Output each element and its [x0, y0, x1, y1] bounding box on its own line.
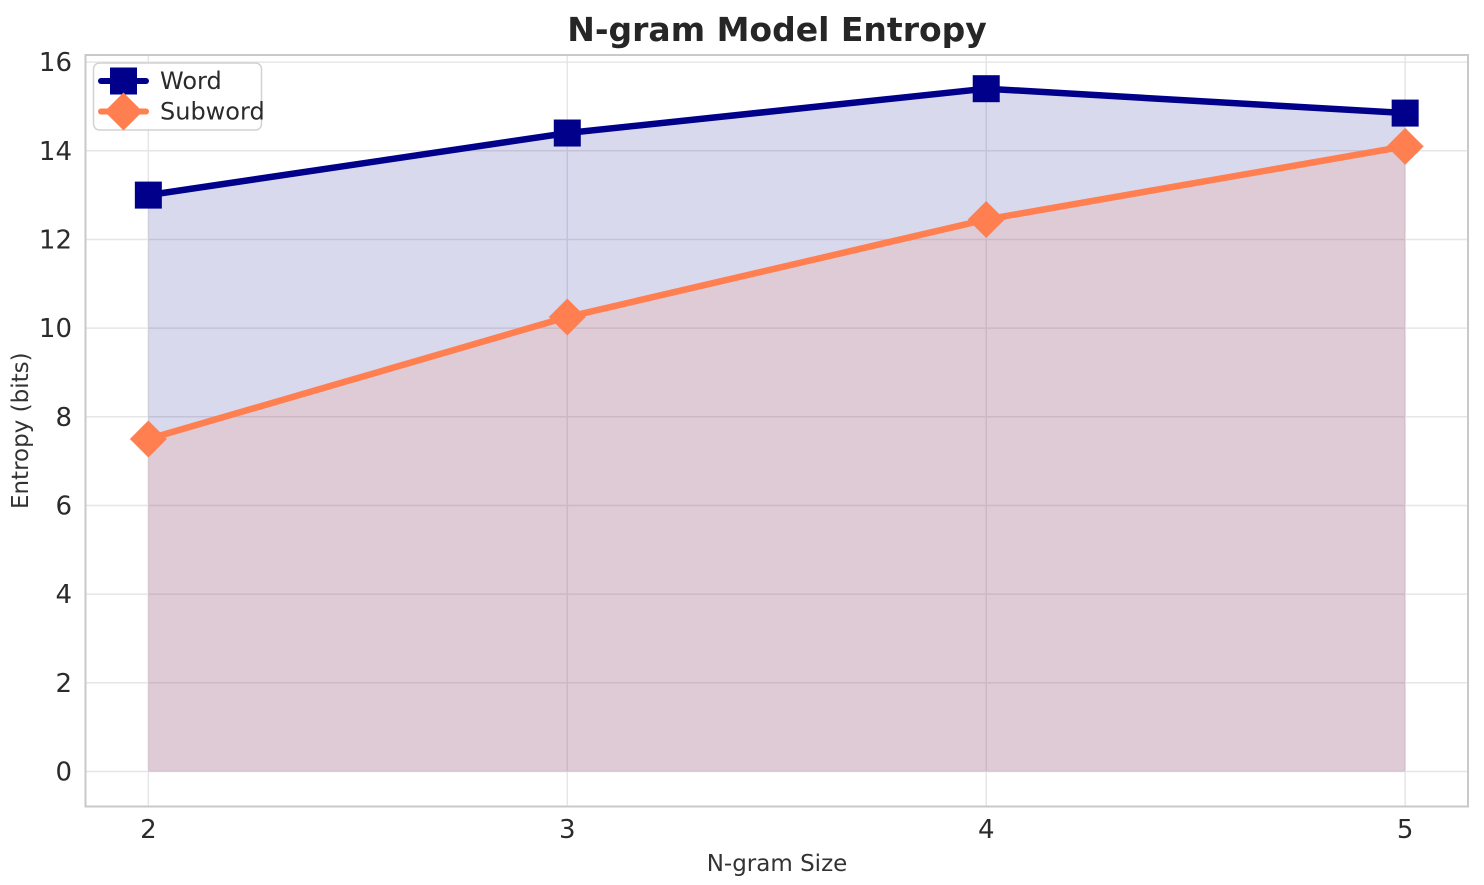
word-marker: [1391, 99, 1419, 127]
legend-square-marker: [110, 67, 137, 95]
chart-title: N-gram Model Entropy: [567, 10, 987, 49]
y-tick-label: 16: [39, 48, 72, 78]
legend-label: Subword: [160, 98, 265, 126]
plot-border: [84, 54, 1469, 808]
y-tick-label: 2: [55, 669, 72, 699]
y-tick-label: 8: [55, 403, 72, 433]
subword-marker: [548, 298, 586, 336]
subword-marker: [967, 200, 1005, 238]
subword-line: [145, 143, 1409, 443]
word-marker: [553, 119, 581, 147]
y-tick-label: 6: [55, 491, 72, 521]
y-tick-label: 10: [39, 314, 72, 344]
word-fill-area: [148, 88, 1406, 772]
legend-diamond-marker: [104, 92, 143, 131]
subword-marker: [129, 420, 167, 458]
y-tick-label: 14: [39, 137, 72, 167]
subword-marker: [1386, 127, 1424, 165]
subword-fill-area: [148, 146, 1406, 772]
x-axis-label: N-gram Size: [707, 851, 848, 877]
x-tick-label: 5: [1397, 815, 1414, 845]
y-tick-label: 12: [39, 225, 72, 255]
plot-area: 2 3 4 5 0 2 4 6 8 10 12 14 16 Word Subword: [39, 48, 1469, 845]
tick-labels: 2 3 4 5 0 2 4 6 8 10 12 14 16: [39, 48, 1414, 845]
x-tick-label: 2: [140, 815, 157, 845]
legend-label: Word: [160, 67, 222, 95]
y-tick-label: 4: [55, 580, 72, 610]
y-tick-label: 0: [55, 757, 72, 787]
word-marker: [972, 75, 1000, 103]
gridlines: [85, 55, 1468, 807]
y-axis-label: Entropy (bits): [8, 352, 34, 509]
word-marker: [134, 181, 162, 209]
legend: Word Subword: [92, 62, 265, 131]
x-tick-label: 3: [559, 815, 576, 845]
x-tick-label: 4: [978, 815, 995, 845]
word-line: [145, 85, 1409, 199]
